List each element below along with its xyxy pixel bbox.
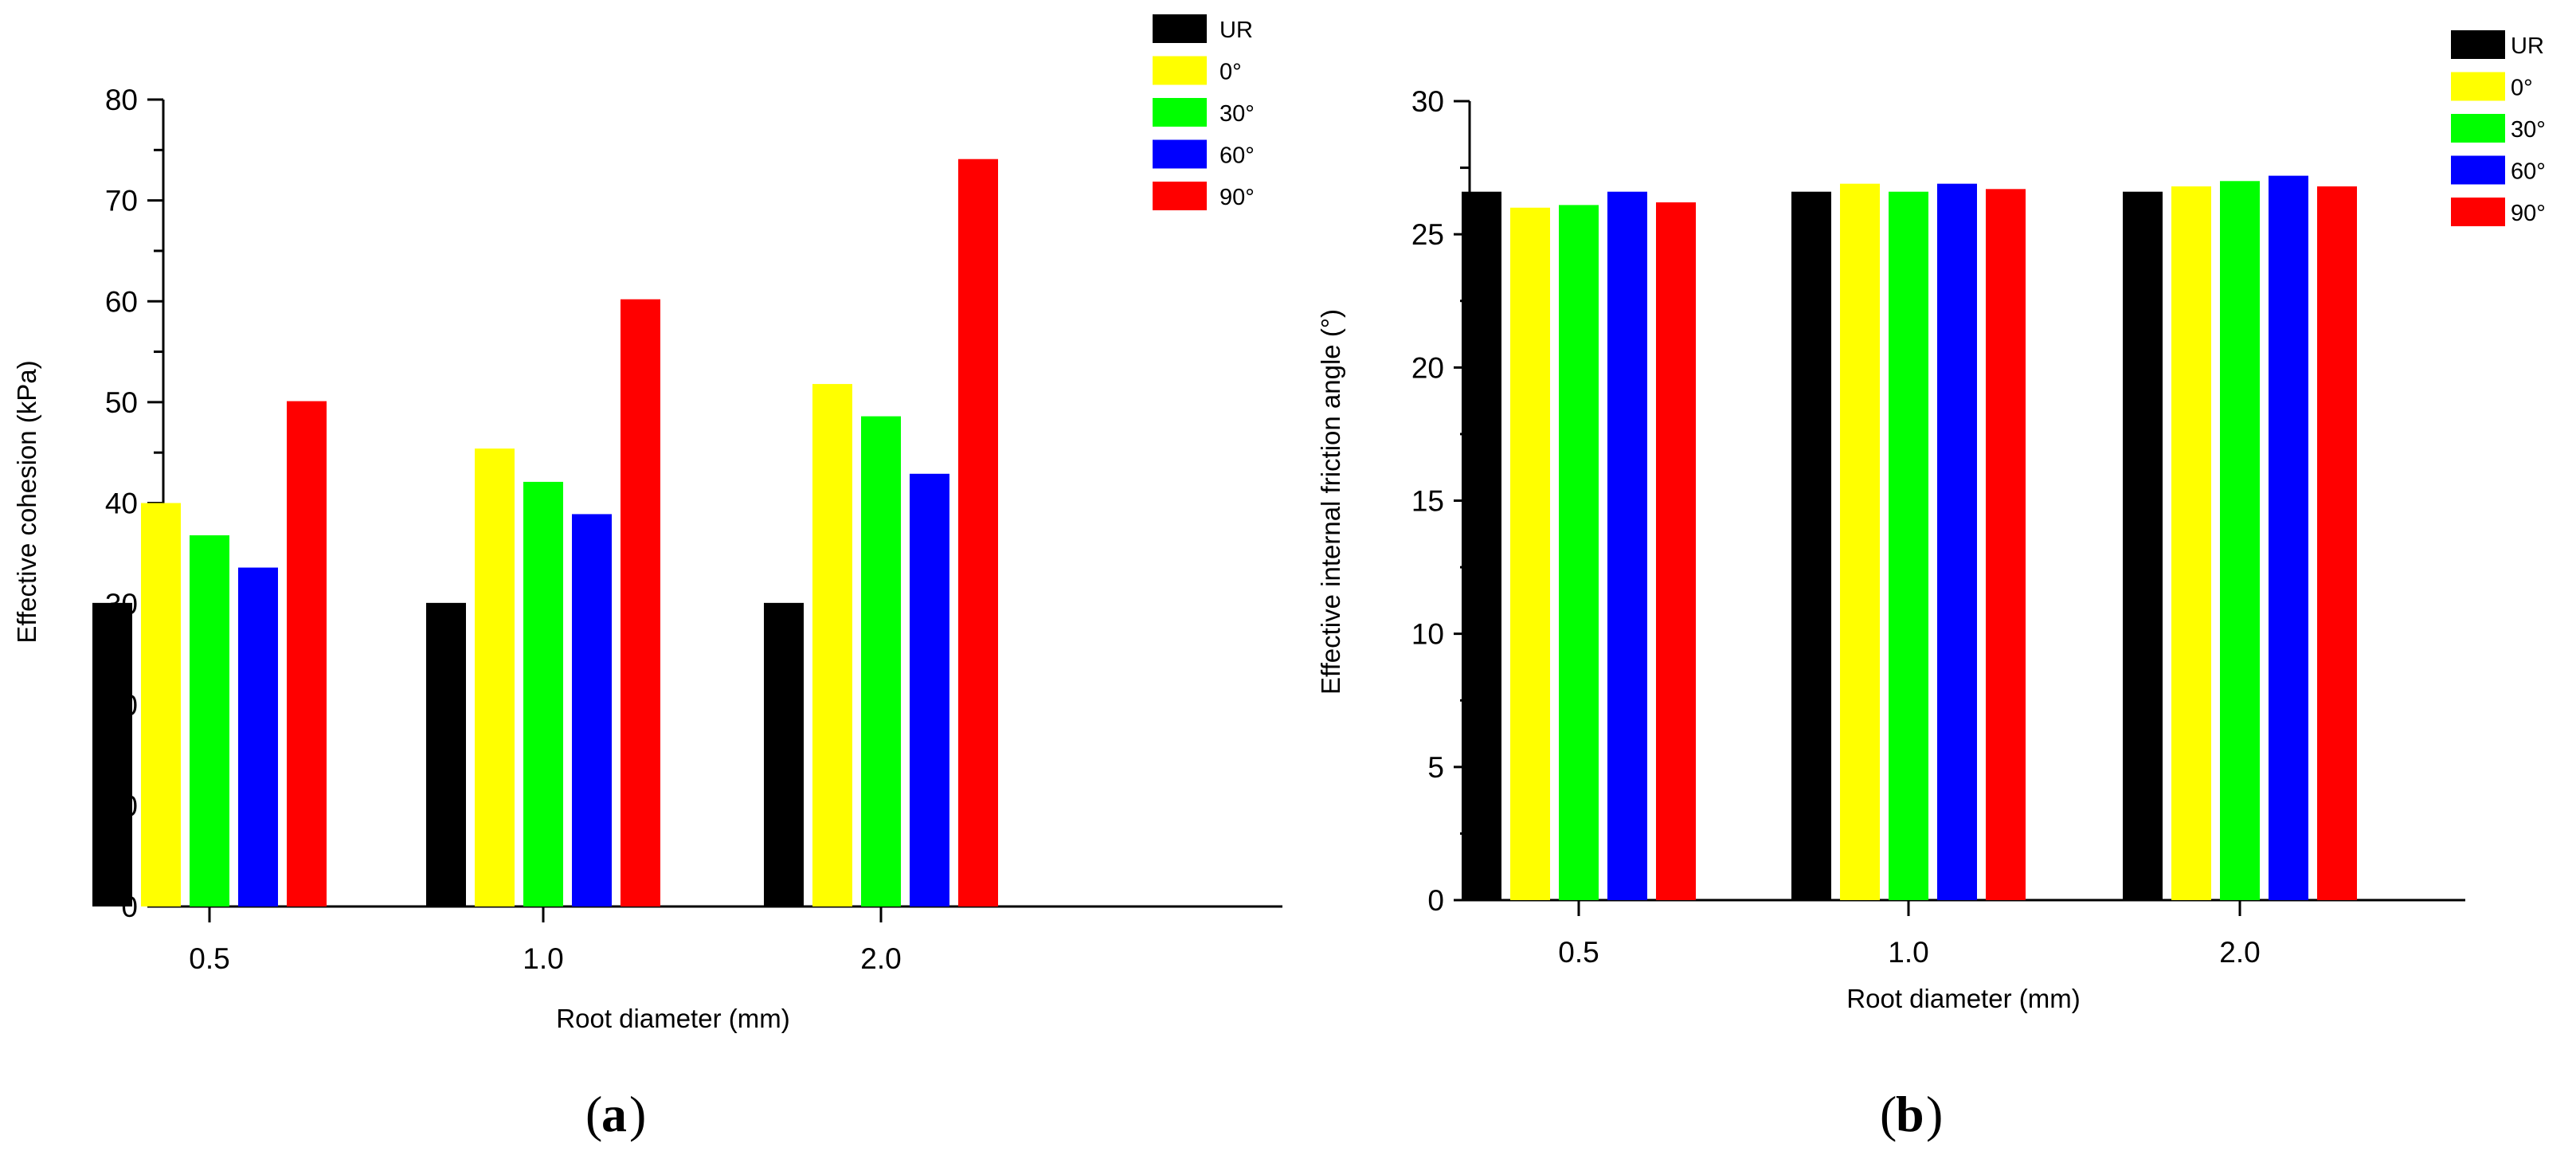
- x-tick-label: 0.5: [189, 942, 229, 975]
- chart-b-x-ticks: 0.5 1.0 2.0: [1558, 900, 2261, 969]
- bar-UR-1.0: [426, 602, 466, 906]
- bar-UR-2.0: [2123, 191, 2163, 900]
- legend-label: 30°: [2511, 117, 2546, 143]
- bar-0deg-0.5: [1510, 207, 1550, 900]
- bar-UR-2.0: [764, 602, 804, 906]
- y-tick-label: 20: [1411, 351, 1444, 384]
- legend-swatch: [2451, 72, 2505, 101]
- legend-label: 60°: [2511, 159, 2546, 185]
- chart-b-x-axis-title: Root diameter (mm): [1846, 984, 2080, 1013]
- bar-30deg-1.0: [523, 481, 563, 906]
- chart-a-panel-letter: a: [601, 1086, 627, 1142]
- legend-swatch: [2451, 198, 2505, 226]
- chart-b-panel-label: ( b ): [1880, 1086, 1943, 1142]
- chart-b-legend: UR 0° 30° 60° 90°: [2451, 30, 2546, 226]
- legend-swatch: [1153, 182, 1207, 210]
- x-tick-label: 2.0: [2219, 936, 2260, 969]
- legend-swatch: [2451, 30, 2505, 59]
- chart-a-bars: [92, 159, 998, 907]
- chart-a-legend: UR 0° 30° 60° 90°: [1153, 14, 1255, 210]
- bar-90deg-1.0: [1986, 189, 2026, 900]
- bar-30deg-2.0: [861, 416, 901, 906]
- bar-90deg-1.0: [621, 299, 660, 906]
- y-tick-label: 40: [105, 487, 138, 520]
- y-tick-label: 10: [1411, 618, 1444, 651]
- y-tick-label: 30: [1411, 85, 1444, 118]
- legend-label: 0°: [1219, 60, 1242, 85]
- bar-60deg-1.0: [1937, 183, 1977, 901]
- bar-UR-0.5: [92, 602, 132, 906]
- chart-b-bars: [1462, 175, 2357, 901]
- bar-60deg-2.0: [910, 473, 949, 906]
- bar-60deg-0.5: [238, 567, 278, 906]
- svg-text:(: (: [1880, 1086, 1897, 1142]
- legend-label: 90°: [1219, 185, 1255, 210]
- bar-60deg-0.5: [1607, 191, 1647, 900]
- bar-0deg-1.0: [475, 448, 515, 906]
- legend-swatch: [2451, 155, 2505, 185]
- chart-a-panel-label: ( a ): [585, 1086, 646, 1142]
- y-tick-label: 60: [105, 285, 138, 318]
- bar-0deg-0.5: [141, 503, 181, 906]
- bar-90deg-2.0: [958, 159, 998, 907]
- x-tick-label: 1.0: [523, 942, 563, 975]
- legend-swatch: [1153, 14, 1207, 43]
- legend-label: 0°: [2511, 76, 2533, 101]
- bar-30deg-0.5: [190, 535, 229, 906]
- bar-60deg-2.0: [2269, 175, 2308, 900]
- bar-90deg-0.5: [1656, 202, 1696, 901]
- legend-swatch: [1153, 139, 1207, 169]
- legend-label: 30°: [1219, 101, 1255, 127]
- chart-a-x-axis-title: Root diameter (mm): [556, 1004, 789, 1033]
- bar-0deg-2.0: [812, 384, 852, 906]
- bar-30deg-0.5: [1559, 205, 1599, 900]
- x-tick-label: 2.0: [860, 942, 901, 975]
- x-tick-label: 0.5: [1558, 936, 1599, 969]
- legend-label: UR: [2511, 33, 2544, 59]
- bar-0deg-1.0: [1840, 183, 1880, 901]
- y-tick-label: 15: [1411, 485, 1444, 518]
- bar-UR-1.0: [1791, 191, 1831, 900]
- chart-a-cohesion: 01020304050607080 0.51.02.0 UR0°30°60°90…: [12, 14, 1282, 1142]
- svg-text:): ): [629, 1086, 646, 1142]
- bar-0deg-2.0: [2171, 186, 2211, 900]
- legend-swatch: [1153, 56, 1207, 85]
- chart-a-x-ticks: 0.5 1.0 2.0: [189, 906, 902, 975]
- bar-30deg-2.0: [2220, 181, 2260, 901]
- bar-90deg-2.0: [2317, 186, 2357, 900]
- legend-label: UR: [1219, 18, 1253, 43]
- chart-a-y-axis-title: Effective cohesion (kPa): [12, 360, 41, 643]
- y-tick-label: 0: [1427, 884, 1444, 917]
- chart-b-y-axis-title: Effective internal friction angle (°): [1316, 309, 1345, 695]
- y-tick-label: 80: [105, 84, 138, 116]
- legend-label: 60°: [1219, 143, 1255, 169]
- bar-UR-0.5: [1462, 191, 1501, 900]
- x-tick-label: 1.0: [1888, 936, 1928, 969]
- legend-swatch: [2451, 114, 2505, 143]
- chart-b-y-ticks: 0 5 10 15 20 25 30: [1411, 85, 1470, 917]
- chart-b-friction-angle: 0 5 10 15 20 25 30 0.5 1.0 2.0 UR 0° 30° 60° 90° Eff…: [1316, 30, 2546, 1142]
- legend-label: 90°: [2511, 201, 2546, 226]
- y-tick-label: 5: [1427, 751, 1444, 784]
- y-tick-label: 25: [1411, 218, 1444, 251]
- y-tick-label: 50: [105, 386, 138, 419]
- bar-60deg-1.0: [572, 514, 612, 906]
- bar-30deg-1.0: [1889, 191, 1928, 900]
- svg-text:(: (: [585, 1086, 602, 1142]
- legend-swatch: [1153, 98, 1207, 127]
- svg-text:): ): [1926, 1086, 1943, 1142]
- bar-90deg-0.5: [287, 401, 327, 906]
- chart-b-panel-letter: b: [1896, 1086, 1924, 1142]
- y-tick-label: 70: [105, 185, 138, 217]
